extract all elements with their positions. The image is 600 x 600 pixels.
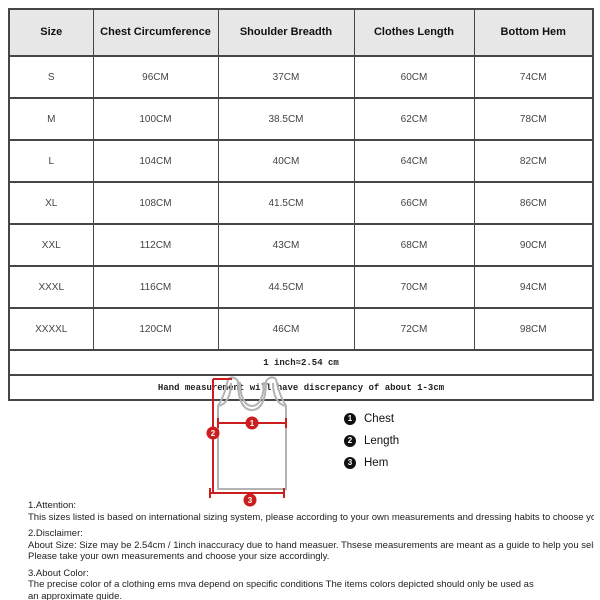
- attention-body: This sizes listed is based on internatio…: [28, 511, 594, 523]
- cell-shoulder: 46CM: [217, 307, 355, 351]
- length-marker-circle: [206, 426, 220, 440]
- cell-hem: 94CM: [473, 265, 594, 309]
- cell-hem: 86CM: [473, 181, 594, 225]
- hem-marker-number: 3: [248, 496, 253, 505]
- cell-chest: 116CM: [92, 265, 219, 309]
- measurement-markers: 1 2 3: [206, 416, 259, 507]
- cell-length: 72CM: [353, 307, 475, 351]
- table-row-m: M 100CM 38.5CM 62CM 78CM: [8, 97, 594, 141]
- cell-hem: 78CM: [473, 97, 594, 141]
- header-hem: Bottom Hem: [473, 8, 594, 57]
- cell-chest: 104CM: [92, 139, 219, 183]
- header-length: Clothes Length: [353, 8, 475, 57]
- chest-marker-number: 1: [250, 419, 255, 428]
- cell-chest: 96CM: [92, 55, 219, 99]
- cell-size: M: [8, 97, 94, 141]
- table-row-s: S 96CM 37CM 60CM 74CM: [8, 55, 594, 99]
- length-marker-number: 2: [211, 429, 216, 438]
- hand-measurement-note: Hand measurement will have discrepancy o…: [8, 374, 594, 401]
- footnotes: 1.Attention: This sizes listed is based …: [28, 500, 594, 600]
- tank-top-measurement-diagram: 1 2 3: [206, 376, 287, 507]
- attention-title: 1.Attention:: [28, 500, 77, 511]
- cell-hem: 98CM: [473, 307, 594, 351]
- hand-measurement-row: Hand measurement will have discrepancy o…: [8, 374, 594, 401]
- legend-label-chest: Chest: [364, 413, 395, 425]
- length-bullet-icon: 2: [344, 435, 356, 447]
- cell-size: XXXL: [8, 265, 94, 309]
- table-header-row: Size Chest Circumference Shoulder Breadt…: [8, 8, 594, 57]
- table-row-xxl: XXL 112CM 43CM 68CM 90CM: [8, 223, 594, 267]
- table-row-xl: XL 108CM 41.5CM 66CM 86CM: [8, 181, 594, 225]
- header-size: Size: [8, 8, 94, 57]
- cell-size: S: [8, 55, 94, 99]
- hem-bullet-icon: 3: [344, 457, 356, 469]
- cell-shoulder: 44.5CM: [217, 265, 355, 309]
- cell-length: 68CM: [353, 223, 475, 267]
- tank-top-outline: [217, 376, 287, 490]
- about-color-body-line1: The precise color of a clothing ems mva …: [28, 579, 534, 590]
- cell-size: XL: [8, 181, 94, 225]
- cell-shoulder: 40CM: [217, 139, 355, 183]
- cell-length: 70CM: [353, 265, 475, 309]
- about-color-title: 3.About Color:: [28, 567, 89, 579]
- legend-item-hem: 3 Hem: [344, 452, 399, 474]
- disclaimer-body-line1: About Size: Size may be 2.54cm / 1inch i…: [28, 539, 594, 551]
- cell-length: 66CM: [353, 181, 475, 225]
- chest-marker-circle: [245, 416, 259, 430]
- disclaimer-title: 2.Disclaimer:: [28, 528, 83, 539]
- cell-size: XXL: [8, 223, 94, 267]
- cell-length: 60CM: [353, 55, 475, 99]
- cell-length: 62CM: [353, 97, 475, 141]
- inch-conversion-note: 1 inch≈2.54 cm: [8, 349, 594, 376]
- inch-conversion-row: 1 inch≈2.54 cm: [8, 349, 594, 376]
- cell-chest: 100CM: [92, 97, 219, 141]
- table-row-l: L 104CM 40CM 64CM 82CM: [8, 139, 594, 183]
- cell-chest: 120CM: [92, 307, 219, 351]
- legend-item-chest: 1 Chest: [344, 408, 399, 430]
- legend-label-hem: Hem: [364, 457, 389, 469]
- disclaimer-body-line2: Please take your own measurements and ch…: [28, 551, 330, 562]
- cell-length: 64CM: [353, 139, 475, 183]
- cell-hem: 82CM: [473, 139, 594, 183]
- cell-shoulder: 37CM: [217, 55, 355, 99]
- cell-hem: 74CM: [473, 55, 594, 99]
- chest-bullet-icon: 1: [344, 413, 356, 425]
- cell-size: XXXXL: [8, 307, 94, 351]
- header-shoulder: Shoulder Breadth: [217, 8, 355, 57]
- header-chest: Chest Circumference: [92, 8, 219, 57]
- cell-shoulder: 43CM: [217, 223, 355, 267]
- table-row-xxxl: XXXL 116CM 44.5CM 70CM 94CM: [8, 265, 594, 309]
- table-row-xxxxl: XXXXL 120CM 46CM 72CM 98CM: [8, 307, 594, 351]
- about-color-body-line2: an approximate guide.: [28, 590, 123, 600]
- cell-shoulder: 38.5CM: [217, 97, 355, 141]
- legend-item-length: 2 Length: [344, 430, 399, 452]
- cell-shoulder: 41.5CM: [217, 181, 355, 225]
- legend-label-length: Length: [364, 435, 400, 447]
- cell-chest: 108CM: [92, 181, 219, 225]
- cell-size: L: [8, 139, 94, 183]
- cell-hem: 90CM: [473, 223, 594, 267]
- size-chart-table: Size Chest Circumference Shoulder Breadt…: [8, 8, 594, 401]
- cell-chest: 112CM: [92, 223, 219, 267]
- hem-marker-circle: [243, 493, 257, 507]
- measurement-legend: 1 Chest 2 Length 3 Hem: [344, 408, 399, 474]
